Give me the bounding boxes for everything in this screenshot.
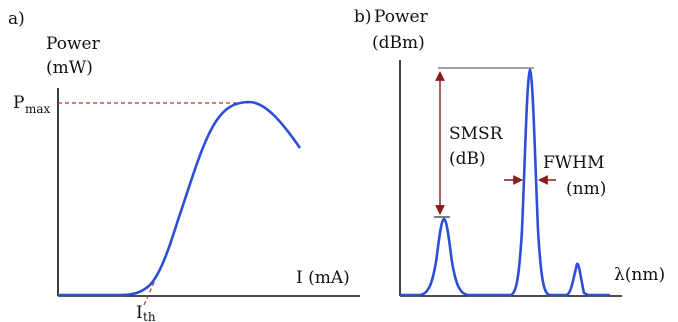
fwhm-label-line1: FWHM [543,153,605,173]
ith-label-main: I [136,303,143,322]
ith-label-sub: th [143,310,156,322]
panel-a-xlabel: I (mA) [296,268,350,288]
panel-b-ylabel-line2: (dBm) [372,33,425,53]
panel-b: b) Power (dBm) SMSR (dB) FWHM (nm) λ(nm) [354,7,665,297]
pmax-label-sub: max [25,102,51,116]
panel-a-label: a) [8,9,25,29]
power-current-curve [58,100,302,297]
optical-spectrum-curve [400,67,610,297]
panel-a: a) Power (mW) P max I (mA) I th [8,9,360,322]
panel-a-ylabel-line2: (mW) [46,58,93,78]
panel-b-xlabel: λ(nm) [614,265,665,285]
pmax-label-main: P [13,93,24,113]
smsr-label-line2: (dB) [449,149,486,169]
panel-b-ylabel-line1: Power [374,7,429,27]
smsr-label-line1: SMSR [449,124,504,144]
panel-a-ylabel-line1: Power [46,34,101,54]
panel-b-label: b) [354,7,372,27]
fwhm-label-line2: (nm) [566,179,606,199]
